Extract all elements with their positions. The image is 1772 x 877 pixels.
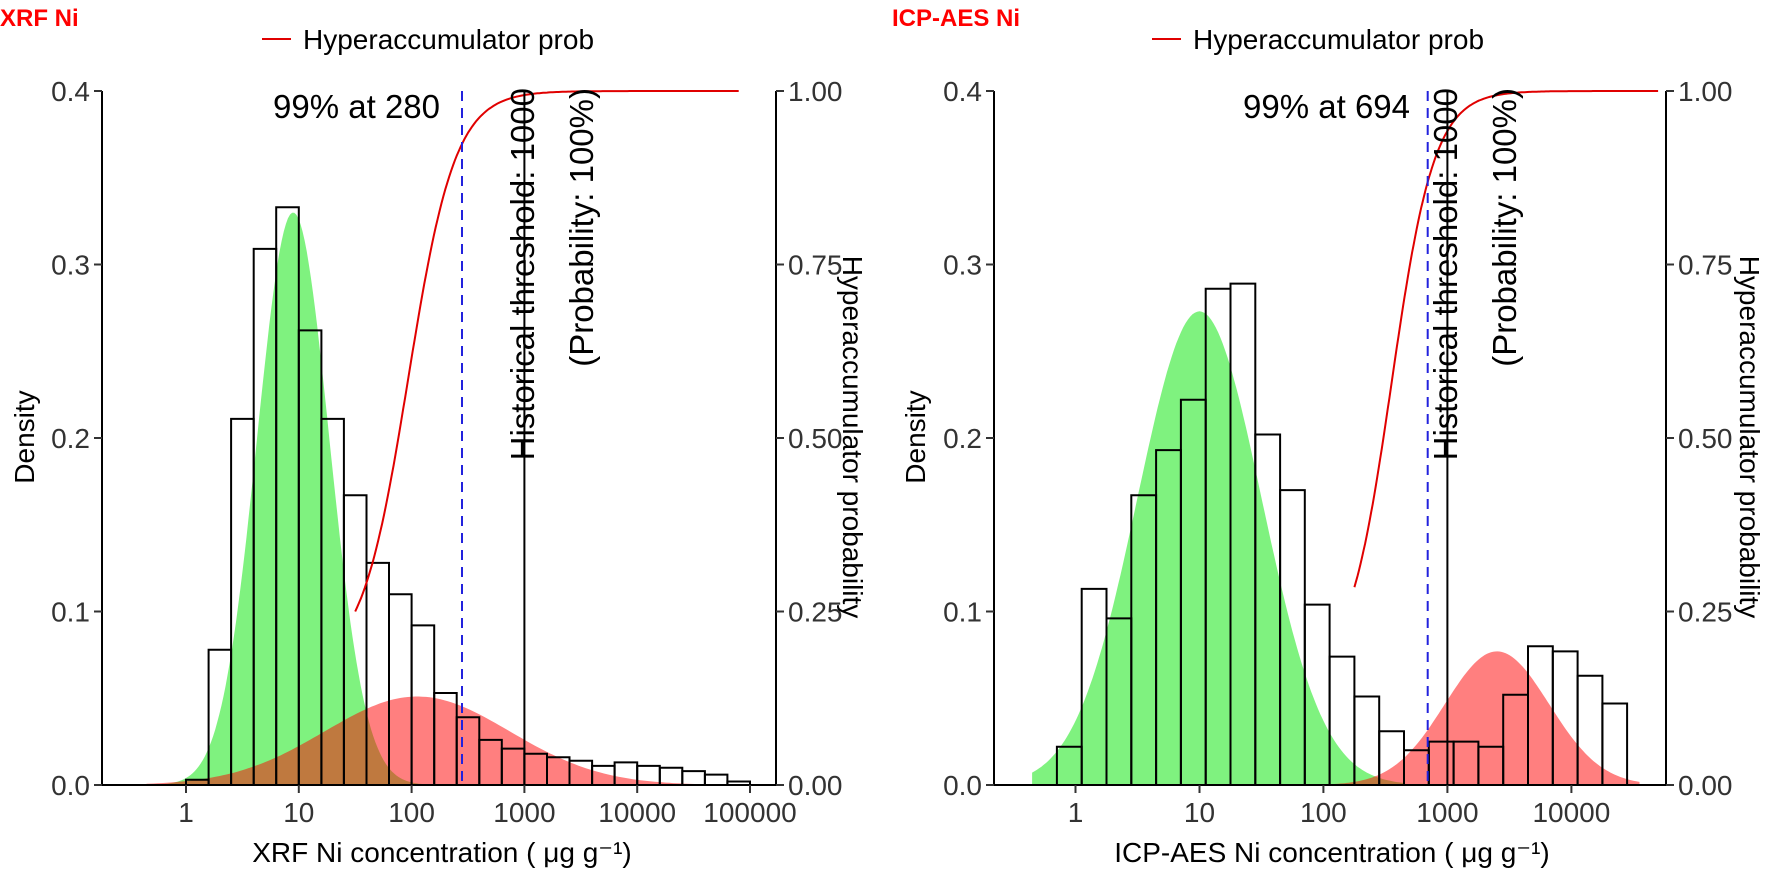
x-tick-label: 1000: [493, 797, 555, 828]
density-area-green: [146, 212, 480, 785]
y-axis-title: Density: [9, 390, 40, 483]
x-tick-label: 100: [388, 797, 435, 828]
panel-xrf-ni: XRF Ni Hyperaccumulator prob 0.00.10.20.…: [0, 5, 868, 868]
y-tick-label: 0.3: [51, 250, 90, 281]
x-tick-label: 1: [1068, 797, 1084, 828]
plot-area: 0.0 0.1 0.2 0.3 0.4 0.00 0.25 0.50 0.75 1.00 1 10 10…: [51, 76, 842, 828]
x-tick-label: 10000: [598, 797, 676, 828]
threshold-label-line1: Historical threshold: 1000: [1427, 88, 1464, 460]
plot-area: 0.0 0.1 0.2 0.3 0.4 0.00 0.25 0.50 0.75 1.00 1 10 10…: [943, 76, 1732, 828]
y-tick-label: 0.4: [51, 76, 90, 107]
histogram-bar: [726, 780, 751, 785]
y2-axis-title: Hyperaccumulator probability: [837, 256, 868, 619]
y2-tick-label: 1.00: [1678, 76, 1733, 107]
x-tick-label: 1: [178, 797, 194, 828]
x-axis-title: ICP-AES Ni concentration ( μg g⁻¹): [1114, 837, 1550, 868]
y-tick-label: 0.1: [943, 597, 982, 628]
x-tick-label: 100: [1300, 797, 1347, 828]
density-area-green: [1032, 311, 1404, 785]
y2-tick-label: 0.00: [788, 770, 843, 801]
probability-curve: [354, 90, 739, 612]
threshold-label-line1: Historical threshold: 1000: [504, 88, 541, 460]
x-tick-label: 10000: [1532, 797, 1610, 828]
y-tick-label: 0.2: [51, 423, 90, 454]
probability-curve: [1353, 90, 1659, 588]
y2-tick-label: 0.75: [1678, 250, 1733, 281]
threshold-label-line2: (Probability: 100%): [1486, 88, 1523, 367]
x-tick-label: 10: [1184, 797, 1215, 828]
legend: Hyperaccumulator prob: [1152, 24, 1484, 55]
legend: Hyperaccumulator prob: [262, 24, 594, 55]
density-area-red: [146, 696, 728, 785]
legend-label: Hyperaccumulator prob: [1193, 24, 1484, 55]
y2-tick-label: 1.00: [788, 76, 843, 107]
y2-tick-label: 0.00: [1678, 770, 1733, 801]
threshold-label-line2: (Probability: 100%): [563, 88, 600, 367]
panel-tag: ICP-AES Ni: [892, 5, 1020, 32]
x-tick-label: 10: [283, 797, 314, 828]
y-tick-label: 0.0: [943, 770, 982, 801]
y2-tick-label: 0.25: [788, 597, 843, 628]
y2-tick-label: 0.75: [788, 250, 843, 281]
y-axis-title: Density: [900, 390, 931, 483]
x-tick-label: 100000: [703, 797, 796, 828]
y-tick-label: 0.1: [51, 597, 90, 628]
y-tick-label: 0.0: [51, 770, 90, 801]
panel-icp-aes-ni: ICP-AES Ni Hyperaccumulator prob 0.00.10…: [892, 5, 1765, 868]
y-tick-label: 0.4: [943, 76, 982, 107]
y-tick-label: 0.2: [943, 423, 982, 454]
histogram-bar: [681, 770, 706, 785]
histogram-bar: [1601, 702, 1629, 785]
density-area-red: [1304, 651, 1640, 785]
y2-axis-title: Hyperaccumulator probability: [1734, 256, 1765, 619]
y2-tick-label: 0.50: [1678, 423, 1733, 454]
y-tick-label: 0.3: [943, 250, 982, 281]
histogram-bar: [703, 773, 729, 785]
cutoff-label: 99% at 694: [1243, 88, 1410, 125]
x-axis-title: XRF Ni concentration ( μg g⁻¹): [252, 837, 631, 868]
y2-tick-label: 0.50: [788, 423, 843, 454]
cutoff-label: 99% at 280: [273, 88, 440, 125]
x-tick-label: 1000: [1416, 797, 1478, 828]
y2-tick-label: 0.25: [1678, 597, 1733, 628]
panel-tag: XRF Ni: [0, 5, 79, 32]
legend-label: Hyperaccumulator prob: [303, 24, 594, 55]
